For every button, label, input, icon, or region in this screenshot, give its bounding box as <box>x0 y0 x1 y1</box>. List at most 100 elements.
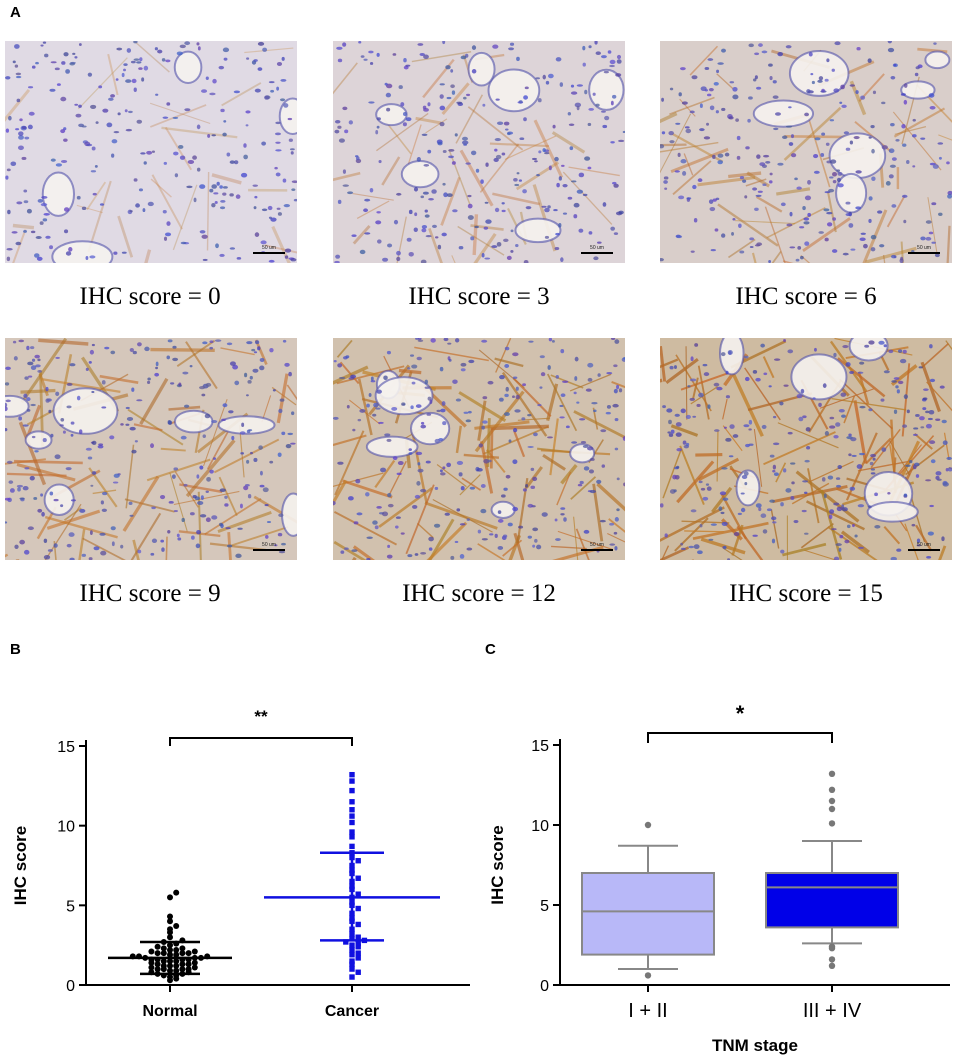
cell-nucleus <box>602 202 607 207</box>
cell-nucleus <box>790 134 795 139</box>
cell-nucleus <box>233 90 241 94</box>
cell-nucleus <box>383 375 388 381</box>
stroma-fiber <box>415 116 442 125</box>
cell-nucleus <box>70 499 76 502</box>
cell-nucleus <box>222 132 227 137</box>
scale-bar-label: 50 um <box>262 245 276 251</box>
cell-nucleus <box>480 179 484 184</box>
cell-nucleus <box>736 135 741 141</box>
stroma-fiber <box>150 347 215 352</box>
cell-nucleus <box>824 431 830 436</box>
cell-nucleus <box>220 523 224 529</box>
cell-nucleus <box>374 525 379 530</box>
cell-nucleus <box>415 451 423 456</box>
data-point-normal <box>167 926 173 933</box>
stroma-fiber <box>489 427 494 469</box>
cell-nucleus <box>147 380 151 384</box>
cell-nucleus <box>754 207 759 212</box>
cell-nucleus <box>827 475 834 480</box>
cell-nucleus <box>481 425 485 430</box>
cell-nucleus <box>618 210 624 215</box>
cell-nucleus <box>555 232 560 236</box>
cell-nucleus <box>264 95 270 100</box>
cell-nucleus <box>226 544 233 548</box>
cell-nucleus <box>738 223 742 229</box>
cell-nucleus <box>247 380 252 384</box>
cell-nucleus <box>769 499 776 503</box>
cell-nucleus <box>372 413 377 417</box>
cell-nucleus <box>929 504 934 508</box>
cell-nucleus <box>5 399 11 403</box>
cell-nucleus <box>692 184 697 190</box>
cell-nucleus <box>804 195 812 201</box>
cell-nucleus <box>588 107 595 111</box>
cell-nucleus <box>248 429 253 432</box>
cell-nucleus <box>929 106 936 110</box>
cell-nucleus <box>202 434 206 438</box>
cell-nucleus <box>467 194 472 198</box>
cell-nucleus <box>732 434 739 438</box>
stroma-fiber <box>857 460 911 472</box>
cell-nucleus <box>426 413 432 416</box>
stroma-fiber <box>46 509 101 530</box>
cell-nucleus <box>351 549 358 553</box>
stroma-fiber <box>221 82 262 107</box>
cell-nucleus <box>748 43 754 48</box>
cell-nucleus <box>155 361 159 367</box>
cell-nucleus <box>505 386 509 392</box>
tissue-background <box>5 338 297 560</box>
cell-nucleus <box>136 61 142 64</box>
scale-bar-label: 50 um <box>590 542 604 548</box>
cell-nucleus <box>920 137 926 140</box>
cell-nucleus <box>675 422 682 427</box>
stroma-fiber <box>766 207 826 239</box>
cell-nucleus <box>16 98 21 103</box>
cell-nucleus <box>942 482 949 487</box>
cell-nucleus <box>357 418 362 422</box>
cell-nucleus <box>766 508 772 512</box>
cell-nucleus <box>189 365 193 368</box>
cell-nucleus <box>161 58 166 62</box>
cell-nucleus <box>883 370 890 374</box>
cell-nucleus <box>782 135 788 139</box>
cell-nucleus <box>451 90 456 95</box>
cell-nucleus <box>253 351 258 354</box>
stroma-fiber <box>76 204 103 214</box>
cell-nucleus <box>563 517 567 522</box>
cell-nucleus <box>222 186 228 189</box>
cell-nucleus <box>402 112 407 117</box>
cell-nucleus <box>930 459 936 464</box>
cell-nucleus <box>274 166 278 170</box>
cell-nucleus <box>525 484 529 488</box>
cell-nucleus <box>211 515 218 520</box>
gland-lumen <box>51 240 114 263</box>
cell-nucleus <box>594 41 598 45</box>
cell-nucleus <box>735 118 739 122</box>
cell-nucleus <box>555 538 561 541</box>
cell-nucleus <box>579 418 586 421</box>
y-tick-label: 0 <box>540 978 549 995</box>
cell-nucleus <box>806 89 811 94</box>
cell-nucleus <box>484 201 489 204</box>
cell-nucleus <box>911 523 916 527</box>
cell-nucleus <box>19 118 23 122</box>
cell-nucleus <box>245 110 251 114</box>
cell-nucleus <box>587 166 592 170</box>
cell-nucleus <box>881 447 887 452</box>
panel-label-b: B <box>10 641 21 658</box>
cell-nucleus <box>27 526 34 531</box>
data-point-normal <box>148 964 155 971</box>
stroma-fiber <box>692 521 769 540</box>
cell-nucleus <box>690 356 694 362</box>
stroma-fiber <box>722 425 743 452</box>
cell-nucleus <box>66 382 73 386</box>
cell-nucleus <box>849 84 856 87</box>
cell-nucleus <box>183 404 190 408</box>
cell-nucleus <box>814 347 817 352</box>
stroma-fiber <box>901 363 911 437</box>
stroma-fiber <box>679 98 696 117</box>
cell-nucleus <box>386 438 392 442</box>
cell-nucleus <box>791 481 795 485</box>
stroma-fiber <box>662 449 682 499</box>
cell-nucleus <box>277 212 282 216</box>
